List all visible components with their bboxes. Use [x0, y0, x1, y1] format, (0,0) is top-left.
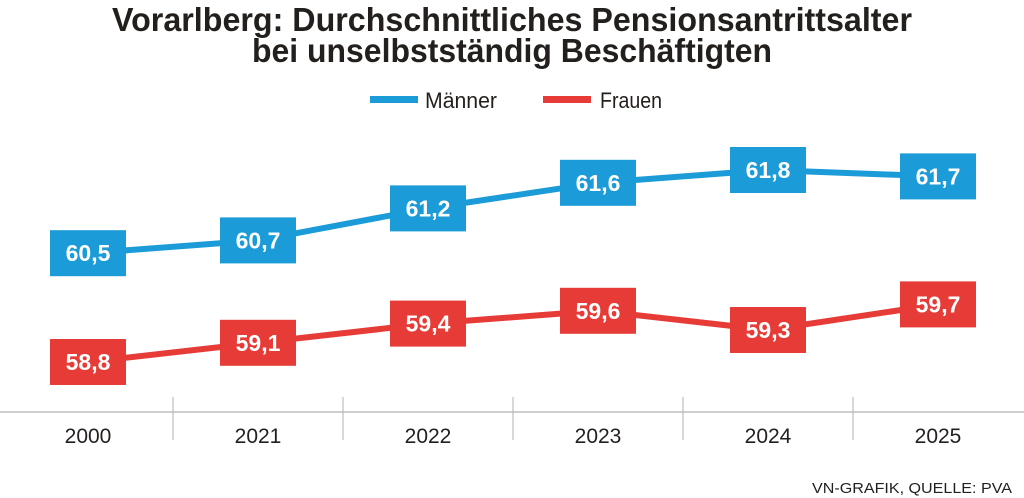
x-tick-label: 2021 [235, 425, 282, 448]
data-label: 61,6 [576, 170, 621, 196]
source-note: VN-GRAFIK, QUELLE: PVA [812, 480, 1012, 497]
chart-subtitle: bei unselbstständig Beschäftigten [252, 32, 772, 69]
data-label: 58,8 [66, 349, 111, 375]
data-label: 59,3 [746, 317, 791, 343]
data-label: 61,7 [916, 163, 961, 189]
data-label: 59,4 [406, 311, 451, 337]
data-point-marker [390, 300, 466, 347]
data-point-marker [50, 339, 126, 385]
data-label: 59,7 [916, 291, 961, 317]
data-point-marker [900, 281, 976, 328]
data-point-marker [220, 217, 296, 264]
x-tick-label: 2024 [745, 425, 792, 448]
x-axis: 2000 2021 2022 2023 2024 2025 [0, 397, 1024, 448]
data-label: 59,6 [576, 298, 621, 324]
series-line [87, 301, 939, 365]
chart-title: Vorarlberg: Durchschnittliches Pensionsa… [112, 1, 912, 38]
data-point-marker [730, 147, 806, 193]
data-point-marker [390, 185, 466, 232]
legend-label-frauen: Frauen [600, 88, 662, 113]
x-tick-label: 2022 [405, 425, 452, 448]
series-line [87, 166, 939, 257]
data-point-marker [220, 319, 296, 366]
data-point-marker [730, 307, 806, 353]
x-tick-label: 2025 [915, 425, 962, 448]
data-label: 61,8 [746, 157, 791, 183]
series-maenner: 60,5 60,7 61,2 61,6 61,8 61,7 [50, 147, 976, 277]
legend-label-maenner: Männer [425, 88, 497, 113]
legend-swatch-maenner [370, 96, 418, 103]
legend: Männer Frauen [370, 88, 662, 113]
data-label: 60,7 [236, 227, 281, 253]
data-label: 60,5 [66, 240, 111, 266]
legend-swatch-frauen [543, 96, 591, 103]
series-frauen: 58,8 59,1 59,4 59,6 59,3 59,7 [50, 281, 976, 385]
x-tick-label: 2000 [65, 425, 112, 448]
x-tick-label: 2023 [575, 425, 622, 448]
data-point-marker [50, 230, 126, 277]
data-point-marker [560, 159, 636, 206]
data-point-marker [900, 153, 976, 200]
data-label: 59,1 [236, 330, 281, 356]
data-label: 61,2 [406, 195, 451, 221]
data-point-marker [560, 287, 636, 334]
